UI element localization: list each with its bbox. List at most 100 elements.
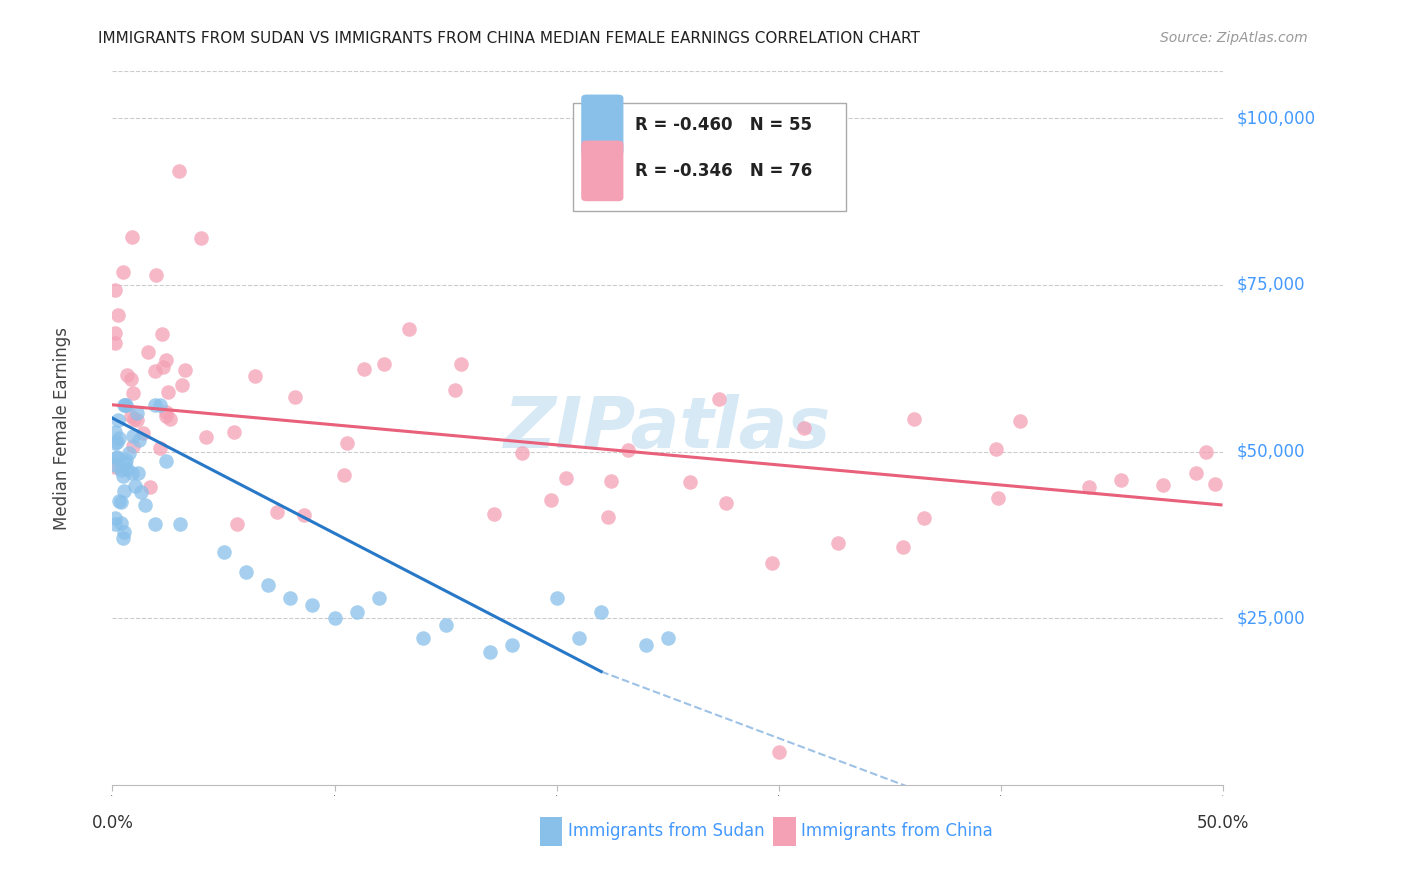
Point: [104, 283, 127, 297]
Point: [657, 632, 679, 646]
Point: [1152, 478, 1174, 492]
Point: [278, 591, 301, 606]
Point: [104, 335, 127, 350]
Point: [634, 638, 657, 652]
Bar: [540, 817, 562, 846]
Point: [110, 495, 132, 509]
Point: [434, 618, 457, 632]
Text: Immigrants from China: Immigrants from China: [801, 822, 993, 840]
Point: [114, 456, 136, 470]
Point: [761, 556, 783, 570]
Point: [131, 485, 153, 500]
Point: [110, 463, 132, 477]
Point: [986, 491, 1008, 506]
Point: [568, 632, 591, 646]
Point: [284, 390, 307, 404]
Point: [412, 632, 434, 646]
Point: [194, 430, 217, 444]
Text: $75,000: $75,000: [1236, 276, 1305, 293]
Point: [157, 384, 180, 399]
FancyBboxPatch shape: [581, 95, 623, 155]
Point: [118, 446, 141, 460]
Text: 50.0%: 50.0%: [1197, 814, 1250, 831]
Point: [768, 745, 790, 759]
Point: [540, 493, 562, 508]
Text: ZIPatlas: ZIPatlas: [505, 393, 831, 463]
Point: [546, 591, 568, 606]
Point: [114, 398, 136, 412]
Point: [112, 524, 135, 539]
Point: [112, 484, 135, 499]
Point: [122, 386, 145, 401]
Point: [190, 231, 212, 245]
Point: [143, 364, 166, 378]
Point: [292, 508, 315, 523]
Point: [124, 479, 146, 493]
Text: Source: ZipAtlas.com: Source: ZipAtlas.com: [1160, 31, 1308, 45]
Point: [121, 230, 143, 244]
Bar: [773, 817, 796, 846]
Point: [444, 383, 467, 397]
Point: [212, 544, 235, 558]
Point: [501, 638, 523, 652]
Point: [714, 496, 737, 510]
Point: [600, 474, 623, 488]
Point: [986, 442, 1008, 456]
Point: [122, 438, 145, 452]
Point: [114, 398, 136, 412]
Point: [104, 435, 127, 450]
Point: [1109, 473, 1132, 487]
Text: $100,000: $100,000: [1236, 109, 1316, 127]
Point: [122, 411, 145, 425]
Point: [150, 327, 173, 342]
Text: 0.0%: 0.0%: [91, 814, 134, 831]
Point: [346, 605, 368, 619]
Point: [104, 517, 127, 532]
Point: [512, 446, 534, 460]
Point: [174, 362, 197, 376]
Point: [155, 409, 177, 423]
Point: [1204, 476, 1226, 491]
Point: [105, 435, 128, 450]
Point: [1008, 415, 1031, 429]
Point: [159, 412, 181, 426]
FancyBboxPatch shape: [581, 141, 623, 202]
Point: [104, 458, 127, 473]
Point: [155, 453, 177, 467]
Point: [169, 517, 191, 532]
Point: [143, 398, 166, 412]
Point: [591, 605, 613, 619]
Point: [257, 578, 280, 592]
Text: $25,000: $25,000: [1236, 609, 1305, 627]
Point: [139, 480, 162, 494]
Text: R = -0.460   N = 55: R = -0.460 N = 55: [634, 116, 811, 134]
Point: [143, 517, 166, 532]
Point: [134, 498, 156, 512]
Point: [112, 469, 135, 483]
Point: [235, 565, 257, 579]
Point: [105, 451, 128, 466]
Text: Immigrants from Sudan: Immigrants from Sudan: [568, 822, 765, 840]
Point: [353, 361, 375, 376]
Point: [112, 265, 135, 279]
Point: [107, 431, 129, 445]
Point: [484, 507, 506, 521]
Point: [226, 516, 249, 531]
Point: [108, 494, 131, 508]
Point: [105, 450, 128, 464]
Point: [679, 475, 702, 490]
Point: [827, 536, 849, 550]
Text: $50,000: $50,000: [1236, 442, 1305, 460]
Point: [555, 470, 578, 484]
Point: [127, 413, 149, 427]
Point: [450, 357, 472, 371]
Point: [266, 505, 288, 519]
Point: [323, 611, 346, 625]
Point: [170, 377, 193, 392]
Point: [903, 412, 925, 426]
Point: [912, 511, 935, 525]
Point: [111, 531, 134, 545]
Point: [107, 308, 129, 322]
Point: [333, 468, 356, 483]
Point: [121, 467, 143, 481]
